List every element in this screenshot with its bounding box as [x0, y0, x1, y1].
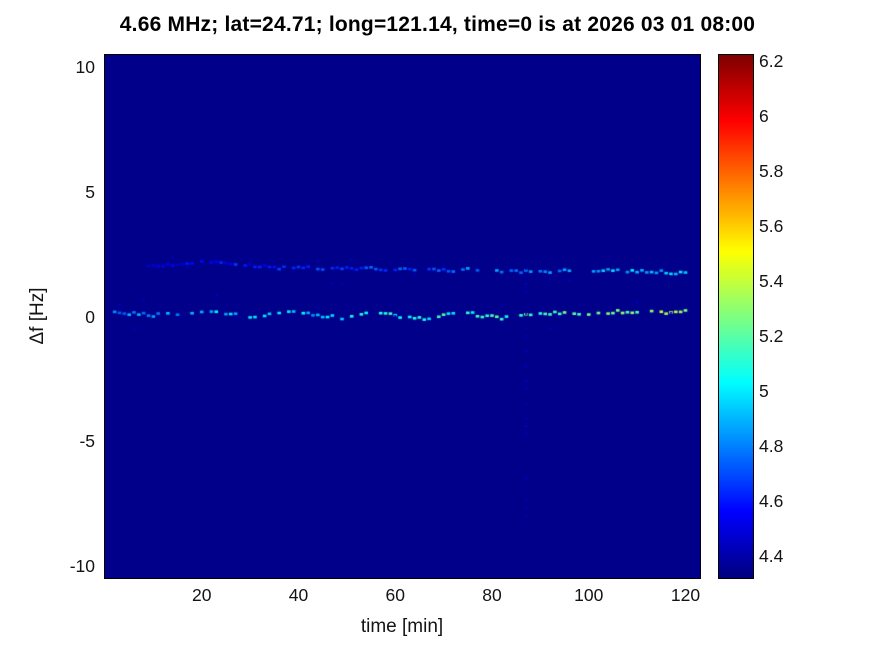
colorbar-tick-label: 5.6 [759, 215, 784, 236]
colorbar-tick-label: 4.4 [759, 545, 784, 566]
x-tick-label: 40 [288, 585, 309, 605]
colorbar-tick-label: 4.8 [759, 435, 784, 456]
figure-title: 4.66 MHz; lat=24.71; long=121.14, time=0… [119, 13, 756, 36]
x-tick-label: 20 [192, 585, 212, 605]
y-tick-label: 5 [85, 181, 95, 202]
heatmap-plot [105, 55, 700, 578]
colorbar [719, 55, 753, 578]
colorbar-tick-label: 5 [759, 380, 769, 401]
colorbar-frame [718, 54, 754, 579]
y-tick-label: -5 [79, 431, 95, 452]
x-tick-label: 80 [482, 585, 502, 605]
colorbar-tick-label: 6 [759, 105, 769, 126]
x-tick-label: 120 [670, 585, 701, 605]
colorbar-tick-label: 5.8 [759, 160, 784, 181]
x-axis-label: time [min] [360, 616, 444, 637]
x-tick-label: 60 [385, 585, 405, 605]
colorbar-tick-label: 5.4 [759, 270, 784, 291]
y-tick-label: -10 [69, 555, 95, 576]
colorbar-tick-label: 6.2 [759, 50, 784, 71]
plot-frame [104, 54, 701, 579]
y-tick-label: 0 [85, 306, 95, 327]
y-tick-label: 10 [75, 57, 95, 78]
x-tick-label: 100 [574, 585, 604, 605]
colorbar-tick-label: 5.2 [759, 325, 784, 346]
colorbar-tick-label: 4.6 [759, 490, 784, 511]
